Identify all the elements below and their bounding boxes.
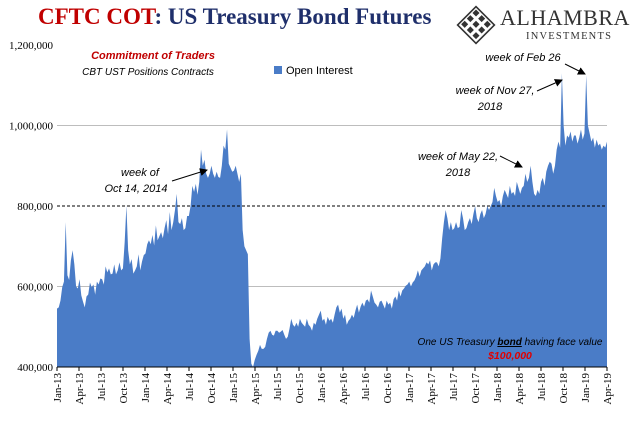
x-tick-label: Jan-15 [228, 373, 240, 403]
logo-brand-text: ALHAMBRA [500, 5, 630, 30]
y-tick-label: 1,000,000 [9, 121, 54, 133]
alhambra-logo: ALHAMBRA INVESTMENTS [456, 4, 636, 48]
x-tick-label: Apr-16 [338, 373, 350, 405]
x-tick-label: Jan-17 [404, 373, 416, 403]
logo-sub-text: INVESTMENTS [526, 31, 613, 42]
annotation-commitment: Commitment of Traders [91, 50, 215, 62]
annotation-feb-2019: week of Feb 26 [485, 52, 561, 64]
legend-label: Open Interest [286, 65, 353, 77]
chart-title-main: : US Treasury Bond Futures [154, 4, 432, 29]
x-tick-label: Oct-16 [382, 373, 394, 404]
diamond-lattice-icon [456, 5, 496, 45]
x-tick-label: Apr-14 [162, 373, 174, 405]
x-tick-label: Jul-15 [272, 373, 284, 401]
annotation-face-value-line1: One US Treasury bond having face value [418, 337, 603, 348]
annotation-oct-2014-line1: week of [121, 167, 160, 179]
x-tick-label: Apr-15 [250, 373, 262, 405]
x-tick-label: Jan-16 [316, 373, 328, 403]
x-tick-label: Jul-18 [536, 373, 548, 401]
x-tick-label: Jul-16 [360, 373, 372, 401]
legend-swatch [274, 66, 282, 74]
arrow-oct-2014 [171, 168, 208, 182]
arrow-nov-2018 [536, 79, 563, 92]
x-tick-label: Jul-17 [448, 373, 460, 401]
chart-title-prefix: CFTC COT [38, 4, 155, 29]
x-tick-label: Oct-15 [294, 373, 306, 404]
x-tick-label: Oct-18 [558, 373, 570, 404]
x-tick-label: Oct-13 [118, 373, 130, 404]
arrow-feb-2019 [564, 63, 586, 75]
annotation-positions: CBT UST Positions Contracts [82, 67, 214, 78]
annotation-face-value-line2: $100,000 [487, 350, 532, 362]
x-tick-label: Jan-14 [140, 373, 152, 403]
y-tick-label: 800,000 [17, 201, 53, 213]
annotation-oct-2014-line2: Oct 14, 2014 [105, 183, 168, 195]
x-tick-label: Jan-18 [492, 373, 504, 403]
x-tick-label: Apr-13 [74, 373, 86, 405]
annotation-may-2018-line2: 2018 [445, 167, 471, 179]
y-tick-label: 600,000 [17, 282, 53, 294]
x-tick-label: Apr-19 [602, 373, 614, 405]
chart-title: CFTC COT: US Treasury Bond Futures [38, 4, 431, 30]
x-tick-label: Oct-14 [206, 373, 218, 404]
arrow-may-2018 [499, 155, 523, 168]
x-tick-label: Apr-18 [514, 373, 526, 405]
x-tick-label: Jul-14 [184, 373, 196, 401]
open-interest-area [57, 73, 607, 368]
x-tick-label: Jan-13 [52, 373, 64, 403]
x-tick-label: Jul-13 [96, 373, 108, 401]
annotation-nov-2018-line1: week of Nov 27, [456, 85, 535, 97]
y-tick-label: 1,200,000 [9, 40, 54, 52]
y-tick-label: 400,000 [17, 362, 53, 374]
annotation-may-2018-line1: week of May 22, [418, 151, 498, 163]
x-tick-label: Apr-17 [426, 373, 438, 405]
x-tick-label: Jan-19 [580, 373, 592, 403]
annotation-nov-2018-line2: 2018 [477, 101, 503, 113]
x-tick-label: Oct-17 [470, 373, 482, 404]
